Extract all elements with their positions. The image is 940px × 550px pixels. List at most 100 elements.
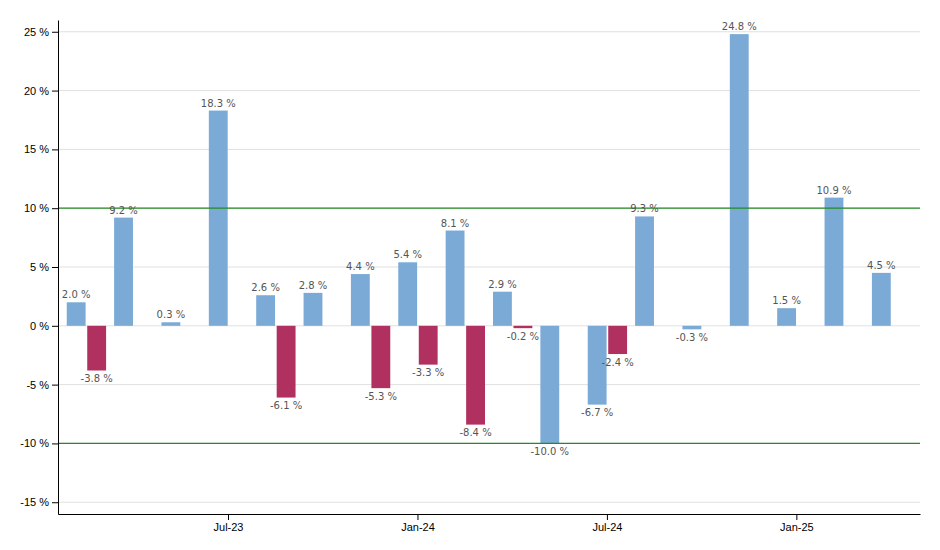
data-label: 2.0 %	[62, 289, 91, 300]
y-tick-mark	[52, 502, 58, 503]
data-label: -0.2 %	[507, 331, 539, 342]
bar	[114, 218, 133, 326]
x-tick: Jul-24	[592, 514, 622, 533]
grid-line	[58, 149, 920, 150]
y-tick: 25 %	[24, 26, 58, 38]
y-tick-label: 25 %	[24, 26, 49, 38]
bar	[351, 274, 370, 326]
x-axis-line	[59, 514, 921, 515]
x-tick: Jan-25	[780, 514, 814, 533]
y-tick: -5 %	[26, 379, 58, 391]
y-axis: -15 % -10 % -5 % 0 % 5 % 10 % 15 % 20 % 25 %	[20, 21, 58, 515]
bar	[209, 111, 228, 326]
chart: 2.0 % 9.2 % 0.3 % 18.3 % 2.6 % 2.8 % 4.4 % 5.4 …	[0, 0, 940, 550]
data-label: 24.8 %	[722, 21, 757, 32]
grid-line	[58, 90, 920, 91]
bar	[67, 302, 86, 326]
x-tick-label: Jan-25	[780, 521, 814, 533]
data-label: 9.3 %	[630, 203, 659, 214]
y-tick-mark	[52, 385, 58, 386]
y-tick: -15 %	[20, 496, 58, 508]
bar	[514, 326, 533, 328]
y-tick-mark	[52, 32, 58, 33]
x-tick-mark	[417, 514, 418, 520]
reference-line	[58, 208, 920, 209]
y-tick-mark	[52, 149, 58, 150]
bar	[682, 326, 701, 330]
x-tick: Jul-23	[214, 514, 244, 533]
y-tick: 20 %	[24, 85, 58, 97]
data-label: 18.3 %	[201, 98, 236, 109]
data-label: -8.4 %	[459, 427, 491, 438]
data-label: 2.6 %	[251, 282, 280, 293]
reference-lines	[58, 208, 920, 443]
data-label: 2.9 %	[488, 279, 517, 290]
data-label: 10.9 %	[816, 185, 851, 196]
x-tick-mark	[796, 514, 797, 520]
data-label: -5.3 %	[365, 391, 397, 402]
bar	[87, 326, 106, 371]
data-label: -3.8 %	[81, 373, 113, 384]
grid-line	[58, 384, 920, 385]
y-tick-label: 10 %	[24, 202, 49, 214]
bar	[608, 326, 627, 354]
grid-line	[58, 267, 920, 268]
bar	[398, 262, 417, 326]
data-label: -6.1 %	[270, 400, 302, 411]
bar	[419, 326, 438, 365]
series	[87, 326, 627, 425]
bar	[304, 293, 323, 326]
plot-area: 2.0 % 9.2 % 0.3 % 18.3 % 2.6 % 2.8 % 4.4 % 5.4 …	[20, 21, 920, 533]
y-tick-mark	[52, 91, 58, 92]
data-label: -10.0 %	[531, 446, 570, 457]
bar	[730, 34, 749, 326]
bar	[540, 326, 559, 444]
bar	[825, 198, 844, 326]
bar	[256, 295, 275, 326]
series	[67, 34, 891, 443]
y-axis-line	[58, 21, 59, 515]
bar	[872, 273, 891, 326]
y-tick: 0 %	[30, 320, 58, 332]
bar	[466, 326, 485, 425]
bar	[635, 216, 654, 325]
x-tick-label: Jan-24	[401, 521, 435, 533]
data-labels: 2.0 % 9.2 % 0.3 % 18.3 % 2.6 % 2.8 % 4.4 % 5.4 …	[62, 21, 896, 457]
grid-line	[58, 443, 920, 444]
grid-line	[58, 31, 920, 32]
bar	[277, 326, 296, 398]
y-tick: 15 %	[24, 143, 58, 155]
bar	[161, 322, 180, 326]
data-label: 1.5 %	[772, 295, 801, 306]
bar	[493, 292, 512, 326]
y-tick-mark	[52, 443, 58, 444]
y-tick-label: -15 %	[20, 496, 49, 508]
data-label: -3.3 %	[412, 367, 444, 378]
data-label: 5.4 %	[393, 249, 422, 260]
grid	[58, 32, 920, 502]
y-tick-label: 5 %	[30, 261, 49, 273]
marks	[58, 34, 920, 443]
y-tick-mark	[52, 267, 58, 268]
y-tick-mark	[52, 208, 58, 209]
data-label: 4.5 %	[867, 260, 896, 271]
y-tick-label: -10 %	[20, 437, 49, 449]
y-tick: -10 %	[20, 437, 58, 449]
data-label: 4.4 %	[346, 261, 375, 272]
x-tick-mark	[228, 514, 229, 520]
data-label: 8.1 %	[441, 218, 470, 229]
x-tick-label: Jul-24	[592, 521, 622, 533]
data-label: -6.7 %	[581, 407, 613, 418]
data-label: -0.3 %	[676, 332, 708, 343]
data-label: 2.8 %	[299, 280, 328, 291]
y-tick: 5 %	[30, 261, 58, 273]
bar	[777, 308, 796, 326]
data-label: 9.2 %	[109, 205, 138, 216]
x-tick-mark	[607, 514, 608, 520]
bar	[446, 231, 465, 326]
x-axis: Jul-23 Jan-24 Jul-24 Jan-25	[59, 514, 921, 533]
y-tick-label: 20 %	[24, 85, 49, 97]
y-tick-label: -5 %	[26, 379, 49, 391]
y-tick-label: 0 %	[30, 320, 49, 332]
data-label: 0.3 %	[157, 309, 186, 320]
